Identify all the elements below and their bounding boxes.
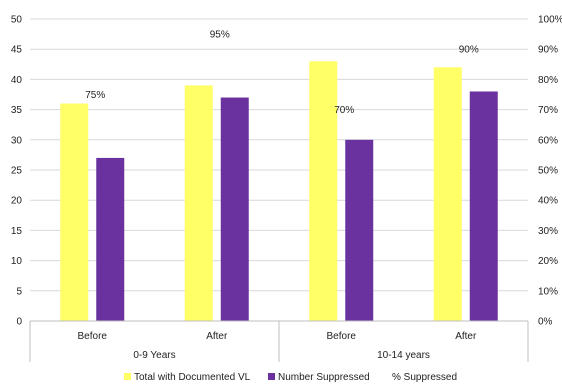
x-category-label: Before <box>78 331 108 342</box>
y-tick-label-left: 0 <box>16 317 22 328</box>
y-tick-label-right: 90% <box>538 45 558 56</box>
y-tick-label-left: 20 <box>11 196 23 207</box>
bars <box>60 61 498 322</box>
bar-total-documented-vl <box>433 67 462 321</box>
bar-number-suppressed <box>220 97 249 322</box>
y-tick-label-right: 50% <box>538 166 558 177</box>
x-category-label: After <box>455 331 477 342</box>
bar-number-suppressed <box>469 91 498 321</box>
x-axis: Before After Before After 0-9 Years 10-14 yea… <box>29 320 529 362</box>
y-tick-label-right: 20% <box>538 256 558 267</box>
bar-number-suppressed <box>345 139 374 321</box>
y-tick-label-right: 30% <box>538 226 558 237</box>
legend-label: % Suppressed <box>392 372 457 383</box>
y-tick-label-left: 35 <box>11 105 23 116</box>
x-group-label: 10-14 years <box>377 350 430 361</box>
y-tick-label-left: 10 <box>11 256 23 267</box>
x-group-label: 0-9 Years <box>133 350 175 361</box>
right-axis: 0% 10% 20% 30% 40% 50% 60% 70% 80% 90% 100% <box>538 15 562 328</box>
bar-total-documented-vl <box>309 61 338 321</box>
y-tick-label-right: 70% <box>538 105 558 116</box>
y-tick-label-right: 100% <box>538 15 562 26</box>
y-tick-label-right: 0% <box>538 317 553 328</box>
legend-swatch <box>124 373 131 380</box>
legend-label: Number Suppressed <box>278 372 370 383</box>
legend-label: Total with Documented VL <box>134 372 251 383</box>
x-category-label: After <box>206 331 228 342</box>
percent-suppressed-label: 95% <box>210 30 230 41</box>
x-category-label: Before <box>327 331 357 342</box>
percent-suppressed-label: 75% <box>85 90 105 101</box>
bar-total-documented-vl <box>184 85 213 321</box>
y-tick-label-right: 40% <box>538 196 558 207</box>
percent-suppressed-label: 70% <box>334 105 354 116</box>
y-tick-label-left: 50 <box>11 15 23 26</box>
y-tick-label-right: 10% <box>538 286 558 297</box>
legend: Total with Documented VL Number Suppresse… <box>124 372 457 383</box>
legend-swatch <box>268 373 275 380</box>
y-tick-label-right: 60% <box>538 135 558 146</box>
left-axis: 0 5 10 15 20 25 30 35 40 45 50 <box>11 15 23 328</box>
y-tick-label-left: 30 <box>11 135 23 146</box>
y-tick-label-left: 40 <box>11 75 23 86</box>
y-tick-label-left: 5 <box>16 286 22 297</box>
y-tick-label-left: 15 <box>11 226 23 237</box>
bar-number-suppressed <box>96 157 125 321</box>
percent-labels: 75% 95% 70% 90% <box>85 30 479 117</box>
y-tick-label-left: 45 <box>11 45 23 56</box>
percent-suppressed-label: 90% <box>459 45 479 56</box>
y-tick-label-left: 25 <box>11 166 23 177</box>
bar-total-documented-vl <box>60 103 89 321</box>
y-tick-label-right: 80% <box>538 75 558 86</box>
